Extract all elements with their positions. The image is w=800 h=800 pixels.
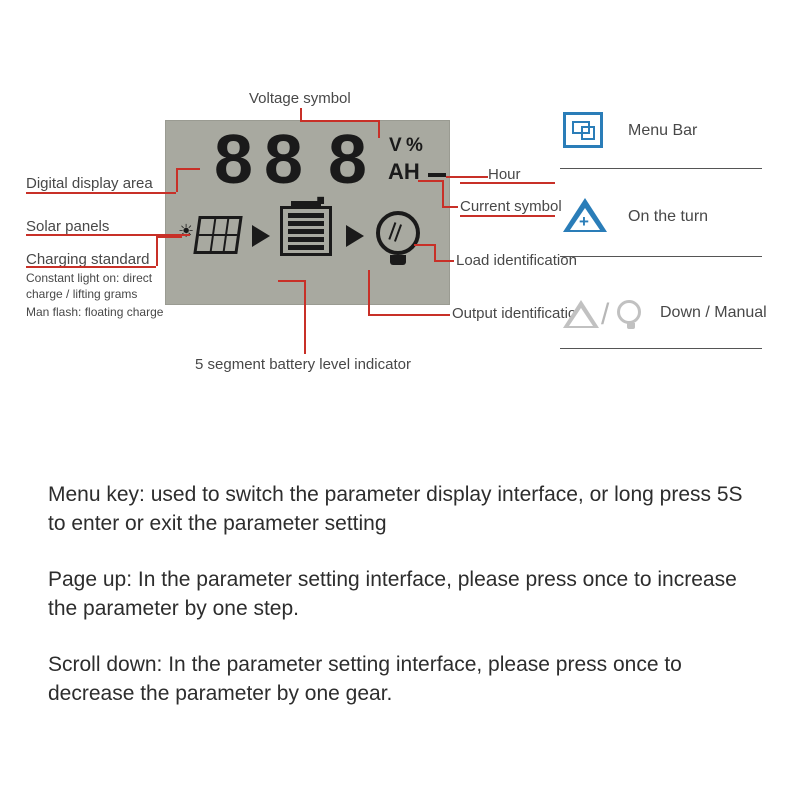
hour-dash-icon	[428, 173, 446, 177]
label-solar-panels: Solar panels	[26, 218, 109, 235]
unit-percent: %	[406, 135, 423, 157]
legend-divider	[560, 168, 762, 169]
arrow-right-icon	[252, 225, 270, 247]
label-digital-display-area: Digital display area	[26, 175, 153, 192]
paragraph-menu-key: Menu key: used to switch the parameter d…	[48, 480, 748, 539]
digit-1: 8	[214, 119, 251, 199]
label-hour: Hour	[488, 166, 521, 183]
sun-icon: ☀	[178, 221, 194, 242]
legend-divider	[560, 348, 762, 349]
paragraph-scroll-down: Scroll down: In the parameter setting in…	[48, 650, 748, 709]
label-charging-note-2: Man flash: floating charge	[26, 304, 186, 320]
paragraph-page-up: Page up: In the parameter setting interf…	[48, 565, 748, 624]
unit-voltage: V	[389, 135, 402, 157]
label-voltage-symbol: Voltage symbol	[249, 90, 351, 107]
label-charging-note-1: Constant light on: direct charge / lifti…	[26, 270, 176, 302]
bulb-icon	[376, 211, 420, 265]
digit-2: 8	[264, 119, 301, 199]
label-menu-bar: Menu Bar	[628, 122, 697, 140]
label-down-manual: Down / Manual	[660, 304, 767, 322]
solar-panel-icon	[193, 216, 242, 254]
label-on-the-turn: On the turn	[628, 208, 708, 226]
label-load-identification: Load identification	[456, 252, 577, 269]
down-manual-icon: /	[563, 296, 655, 340]
label-five-segment: 5 segment battery level indicator	[195, 356, 411, 373]
description-text: Menu key: used to switch the parameter d…	[48, 480, 748, 734]
digit-3: 8	[328, 119, 365, 199]
menu-bar-icon	[563, 112, 611, 156]
arrow-right-icon	[346, 225, 364, 247]
lcd-screen: 8 8 . 8 V % AH ☀	[165, 120, 450, 305]
legend-divider	[560, 256, 762, 257]
label-current-symbol: Current symbol	[460, 198, 562, 215]
battery-icon	[280, 206, 332, 256]
on-the-turn-icon: +	[563, 198, 611, 242]
unit-amphour: AH	[388, 159, 420, 185]
